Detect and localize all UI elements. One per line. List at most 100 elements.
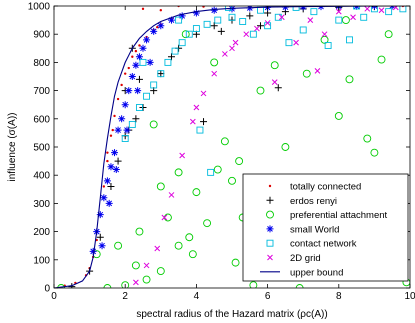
data-point: [106, 159, 109, 163]
data-point: [243, 31, 250, 38]
data-point: [118, 115, 126, 123]
data-point: [178, 39, 186, 47]
x-tick-label: 2: [122, 291, 128, 302]
data-point: [107, 182, 115, 190]
data-point: [159, 9, 162, 12]
data-point: [114, 126, 122, 134]
y-tick-label: 0: [44, 284, 50, 295]
data-point: [213, 165, 222, 174]
data-point: [185, 233, 194, 242]
data-point: [310, 8, 318, 16]
data-point: [350, 14, 356, 21]
legend-label: preferential attachment: [290, 210, 388, 221]
data-point: [256, 86, 265, 95]
data-point: [235, 157, 244, 166]
data-point: [231, 258, 240, 267]
x-tick-label: 6: [265, 291, 271, 302]
data-point: [364, 6, 371, 12]
data-point: [335, 8, 342, 15]
data-point: [200, 90, 207, 97]
data-point: [211, 70, 218, 77]
data-point: [321, 31, 328, 38]
data-point: [154, 245, 161, 252]
data-point: [200, 118, 208, 126]
legend: totally connected erdos renyi preferential…: [242, 173, 409, 282]
series-contact-network: [121, 6, 407, 176]
data-point: [181, 30, 190, 39]
data-point: [157, 70, 165, 78]
data-point: [135, 75, 143, 83]
upper-bound-line: [54, 6, 410, 288]
data-point: [285, 39, 293, 47]
legend-marker: [266, 196, 274, 204]
data-point: [239, 18, 247, 25]
data-point: [178, 12, 186, 20]
data-point: [174, 241, 183, 250]
data-point: [98, 242, 106, 250]
data-point: [143, 36, 151, 44]
data-point: [228, 176, 236, 185]
data-point: [135, 104, 143, 111]
data-point: [295, 284, 304, 288]
data-point: [68, 283, 76, 288]
data-point: [167, 53, 175, 61]
data-point: [132, 115, 140, 123]
legend-label: erdos renyi: [290, 196, 337, 207]
data-point: [134, 49, 138, 53]
x-tick-label: 8: [336, 291, 342, 302]
data-point: [96, 211, 104, 219]
data-point: [112, 166, 120, 174]
data-point: [307, 17, 314, 23]
data-point: [385, 8, 393, 16]
data-point: [207, 168, 215, 176]
data-point: [281, 143, 290, 151]
series-upper-bound: [54, 6, 410, 288]
data-point: [139, 44, 147, 52]
legend-marker: [268, 184, 272, 188]
x-axis-label: spectral radius of the Hazard matrix (ρc…: [136, 309, 327, 320]
data-point: [120, 83, 123, 87]
data-point: [125, 87, 133, 95]
data-point: [133, 279, 139, 286]
data-point: [171, 47, 179, 55]
data-point: [107, 163, 115, 171]
data-point: [179, 152, 186, 159]
y-tick-label: 900: [33, 30, 50, 41]
data-point: [353, 6, 361, 10]
data-point: [345, 75, 354, 84]
data-point: [123, 126, 131, 134]
data-point: [299, 26, 307, 34]
data-point: [370, 148, 379, 157]
legend-label: totally connected: [290, 182, 361, 193]
data-point: [370, 6, 378, 13]
data-point: [111, 128, 114, 132]
data-point: [157, 22, 165, 30]
data-point: [156, 25, 159, 29]
data-point: [360, 13, 368, 21]
data-point: [142, 275, 151, 284]
data-point: [143, 92, 151, 100]
data-point: [334, 112, 343, 120]
data-point: [150, 27, 158, 35]
data-point: [346, 36, 353, 44]
data-point: [264, 20, 271, 26]
data-point: [157, 70, 165, 78]
data-point: [174, 168, 183, 177]
data-point: [164, 58, 172, 66]
y-tick-label: 800: [33, 58, 50, 69]
data-point: [249, 281, 258, 288]
data-point: [131, 261, 140, 270]
data-point: [124, 72, 127, 75]
data-point: [128, 120, 136, 128]
data-point: [232, 39, 239, 46]
data-point: [302, 69, 311, 78]
data-point: [175, 16, 183, 24]
data-point: [139, 58, 147, 66]
data-point: [189, 118, 196, 125]
data-point: [156, 267, 165, 276]
data-point: [156, 182, 165, 191]
data-point: [114, 157, 122, 165]
data-point: [114, 241, 123, 250]
data-point: [220, 137, 229, 146]
